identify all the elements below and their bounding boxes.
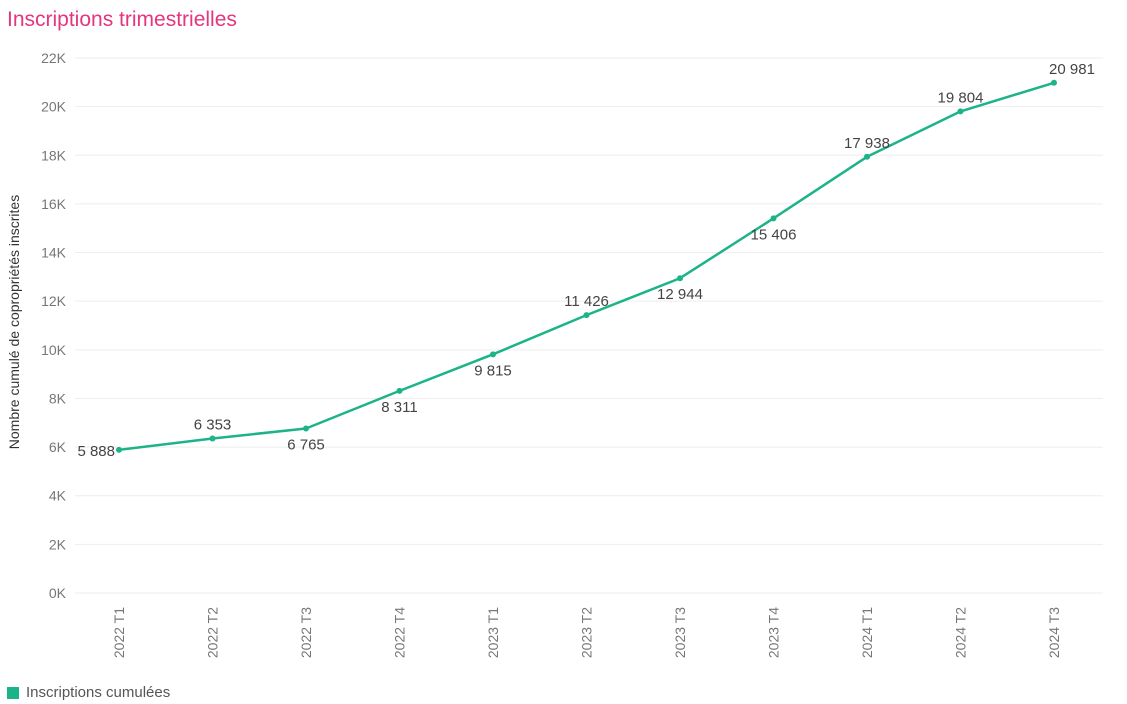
x-tick-label: 2023 T1	[485, 607, 501, 658]
data-point	[490, 351, 496, 358]
series-line-path	[118, 81, 1055, 452]
data-point	[1051, 79, 1057, 86]
y-tick-label: 22K	[41, 50, 67, 66]
legend: Inscriptions cumulées	[7, 684, 170, 701]
x-axis-ticks: 2022 T1 2022 T2 2022 T3 2022 T4 2023 T1 2023 …	[111, 607, 1062, 658]
data-point	[209, 435, 216, 442]
x-tick-label: 2022 T1	[111, 607, 127, 658]
x-tick-label: 2024 T1	[859, 607, 875, 658]
data-point	[957, 108, 964, 115]
y-tick-label: 12K	[41, 293, 67, 309]
data-point	[770, 215, 777, 222]
y-tick-label: 18K	[41, 147, 67, 163]
x-tick-label: 2024 T3	[1046, 607, 1062, 658]
x-tick-label: 2024 T2	[953, 607, 969, 658]
data-label: 17 938	[844, 135, 890, 152]
data-point	[116, 446, 122, 453]
y-tick-label: 6K	[49, 439, 67, 455]
data-point	[864, 153, 870, 160]
legend-swatch	[7, 686, 19, 699]
data-point	[583, 312, 590, 319]
y-axis-label: Nombre cumulé de copropriétés inscrites	[6, 195, 22, 449]
data-label: 19 804	[938, 89, 984, 106]
x-tick-label: 2022 T2	[205, 607, 221, 658]
data-point	[677, 275, 683, 282]
x-tick-label: 2022 T4	[392, 607, 408, 658]
gridlines	[75, 57, 1103, 594]
y-tick-label: 2K	[49, 536, 67, 552]
y-tick-label: 20K	[41, 99, 67, 115]
data-label: 15 406	[751, 226, 797, 243]
x-tick-label: 2023 T4	[766, 607, 782, 658]
data-label: 5 888	[77, 443, 115, 460]
data-label: 6 353	[194, 417, 232, 434]
data-points	[116, 79, 1057, 453]
data-label: 9 815	[474, 362, 512, 379]
legend-label: Inscriptions cumulées	[26, 684, 171, 701]
data-label: 12 944	[657, 286, 703, 303]
data-label: 8 311	[381, 399, 417, 416]
y-tick-label: 4K	[49, 488, 67, 504]
chart-title: Inscriptions trimestrielles	[7, 8, 237, 31]
y-axis-ticks: 0K 2K 4K 6K 8K 10K 12K 14K 16K 18K 20K 22K	[41, 50, 67, 601]
y-tick-label: 8K	[49, 390, 67, 406]
data-labels: 5 888 6 353 6 765 8 311 9 815 11 426 12 944 15 …	[77, 61, 1094, 460]
y-tick-label: 10K	[41, 342, 67, 358]
data-label: 6 765	[287, 436, 325, 453]
x-tick-label: 2023 T2	[579, 607, 595, 658]
y-tick-label: 0K	[49, 585, 67, 601]
y-tick-label: 16K	[41, 196, 67, 212]
data-label: 20 981	[1049, 61, 1095, 78]
x-tick-label: 2023 T3	[672, 607, 688, 658]
data-point	[396, 387, 403, 394]
y-tick-label: 14K	[41, 245, 67, 261]
x-tick-label: 2022 T3	[298, 607, 314, 658]
series-line	[118, 81, 1055, 452]
data-label: 11 426	[564, 293, 609, 310]
data-point	[303, 425, 309, 432]
